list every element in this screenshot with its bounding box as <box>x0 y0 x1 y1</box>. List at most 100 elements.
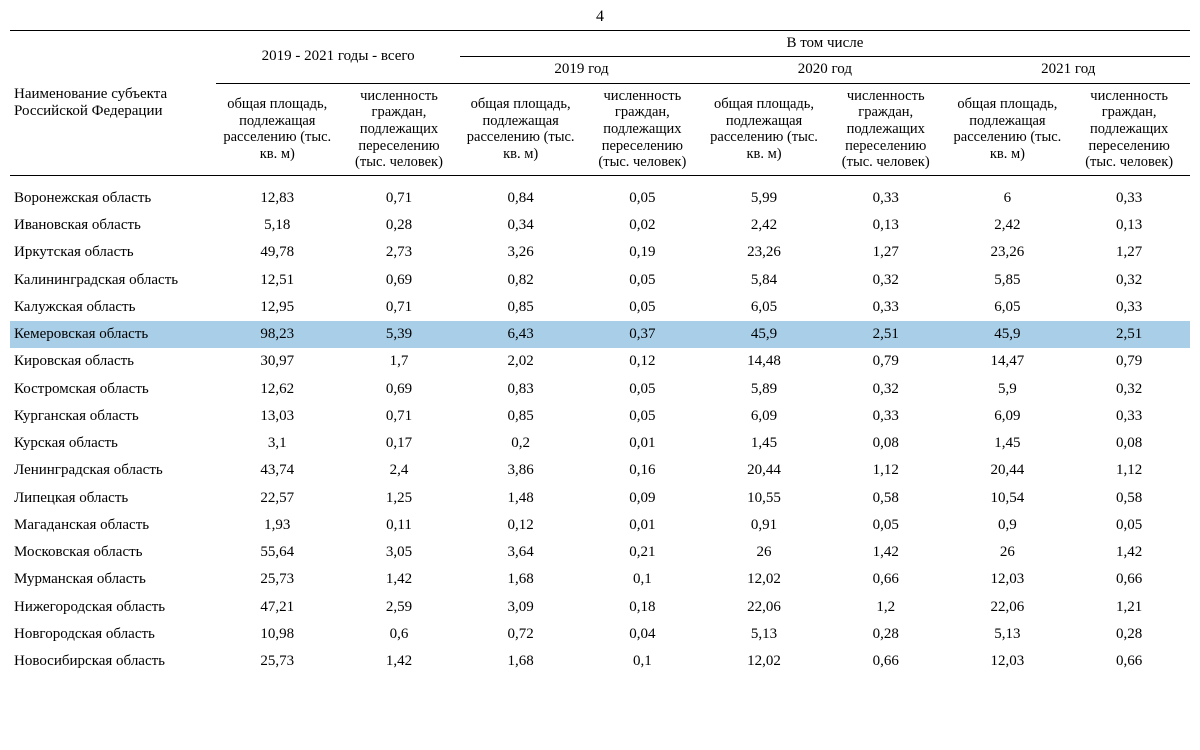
value-cell: 1,42 <box>338 566 460 593</box>
value-cell: 45,9 <box>947 321 1069 348</box>
value-cell: 2,51 <box>825 321 947 348</box>
region-name-cell: Липецкая область <box>10 485 216 512</box>
table-row: Московская область55,643,053,640,21261,4… <box>10 539 1190 566</box>
value-cell: 47,21 <box>216 594 338 621</box>
value-cell: 1,42 <box>1068 539 1190 566</box>
value-cell: 0,33 <box>825 294 947 321</box>
value-cell: 0,69 <box>338 267 460 294</box>
value-cell: 1,68 <box>460 648 582 675</box>
value-cell: 5,9 <box>947 376 1069 403</box>
value-cell: 14,48 <box>703 348 825 375</box>
value-cell: 0,11 <box>338 512 460 539</box>
value-cell: 26 <box>703 539 825 566</box>
value-cell: 49,78 <box>216 239 338 266</box>
table-row: Калининградская область12,510,690,820,05… <box>10 267 1190 294</box>
value-cell: 2,42 <box>947 212 1069 239</box>
value-cell: 0,79 <box>825 348 947 375</box>
value-cell: 0,1 <box>582 648 704 675</box>
value-cell: 1,68 <box>460 566 582 593</box>
table-row: Ивановская область5,180,280,340,022,420,… <box>10 212 1190 239</box>
table-row: Нижегородская область47,212,593,090,1822… <box>10 594 1190 621</box>
value-cell: 5,89 <box>703 376 825 403</box>
region-name-cell: Нижегородская область <box>10 594 216 621</box>
value-cell: 2,02 <box>460 348 582 375</box>
value-cell: 1,42 <box>338 648 460 675</box>
value-cell: 0,83 <box>460 376 582 403</box>
value-cell: 1,12 <box>825 457 947 484</box>
value-cell: 10,55 <box>703 485 825 512</box>
value-cell: 0,01 <box>582 512 704 539</box>
region-name-cell: Московская область <box>10 539 216 566</box>
value-cell: 12,62 <box>216 376 338 403</box>
value-cell: 0,12 <box>460 512 582 539</box>
value-cell: 0,33 <box>1068 294 1190 321</box>
value-cell: 2,4 <box>338 457 460 484</box>
value-cell: 0,72 <box>460 621 582 648</box>
value-cell: 0,05 <box>582 267 704 294</box>
value-cell: 6,43 <box>460 321 582 348</box>
value-cell: 1,12 <box>1068 457 1190 484</box>
value-cell: 2,73 <box>338 239 460 266</box>
table-row: Новосибирская область25,731,421,680,112,… <box>10 648 1190 675</box>
value-cell: 10,98 <box>216 621 338 648</box>
value-cell: 5,39 <box>338 321 460 348</box>
header-incl-group: В том числе <box>460 31 1190 57</box>
region-name-cell: Новосибирская область <box>10 648 216 675</box>
value-cell: 0,66 <box>1068 566 1190 593</box>
header-pop-total: численность граждан, подлежащих переселе… <box>338 83 460 175</box>
value-cell: 1,45 <box>947 430 1069 457</box>
value-cell: 3,86 <box>460 457 582 484</box>
table-row: Воронежская область12,830,710,840,055,99… <box>10 175 1190 212</box>
value-cell: 0,71 <box>338 403 460 430</box>
value-cell: 12,03 <box>947 566 1069 593</box>
value-cell: 22,57 <box>216 485 338 512</box>
value-cell: 1,21 <box>1068 594 1190 621</box>
table-row: Магаданская область1,930,110,120,010,910… <box>10 512 1190 539</box>
value-cell: 5,18 <box>216 212 338 239</box>
value-cell: 0,32 <box>825 376 947 403</box>
value-cell: 23,26 <box>703 239 825 266</box>
value-cell: 0,32 <box>1068 376 1190 403</box>
value-cell: 0,05 <box>825 512 947 539</box>
region-name-cell: Кировская область <box>10 348 216 375</box>
value-cell: 0,6 <box>338 621 460 648</box>
value-cell: 0,1 <box>582 566 704 593</box>
header-area-2019: общая площадь, подлежащая расселению (ты… <box>460 83 582 175</box>
header-pop-2019: численность граждан, подлежащих переселе… <box>582 83 704 175</box>
table-row: Кировская область30,971,72,020,1214,480,… <box>10 348 1190 375</box>
header-year-2021: 2021 год <box>947 57 1190 83</box>
value-cell: 0,13 <box>1068 212 1190 239</box>
value-cell: 0,04 <box>582 621 704 648</box>
value-cell: 0,66 <box>825 566 947 593</box>
region-name-cell: Калужская область <box>10 294 216 321</box>
value-cell: 0,66 <box>1068 648 1190 675</box>
value-cell: 25,73 <box>216 648 338 675</box>
value-cell: 0,28 <box>338 212 460 239</box>
value-cell: 6,09 <box>703 403 825 430</box>
value-cell: 2,51 <box>1068 321 1190 348</box>
table-row: Мурманская область25,731,421,680,112,020… <box>10 566 1190 593</box>
value-cell: 45,9 <box>703 321 825 348</box>
value-cell: 0,17 <box>338 430 460 457</box>
table-row: Курганская область13,030,710,850,056,090… <box>10 403 1190 430</box>
value-cell: 0,16 <box>582 457 704 484</box>
header-total-group: 2019 - 2021 годы - всего <box>216 31 459 84</box>
value-cell: 0,05 <box>582 376 704 403</box>
value-cell: 0,79 <box>1068 348 1190 375</box>
value-cell: 0,33 <box>1068 403 1190 430</box>
value-cell: 1,2 <box>825 594 947 621</box>
table-row: Кемеровская область98,235,396,430,3745,9… <box>10 321 1190 348</box>
value-cell: 0,08 <box>825 430 947 457</box>
region-name-cell: Курская область <box>10 430 216 457</box>
value-cell: 1,27 <box>825 239 947 266</box>
value-cell: 30,97 <box>216 348 338 375</box>
value-cell: 14,47 <box>947 348 1069 375</box>
value-cell: 26 <box>947 539 1069 566</box>
value-cell: 0,2 <box>460 430 582 457</box>
value-cell: 5,13 <box>947 621 1069 648</box>
value-cell: 3,05 <box>338 539 460 566</box>
table-row: Ленинградская область43,742,43,860,1620,… <box>10 457 1190 484</box>
value-cell: 43,74 <box>216 457 338 484</box>
value-cell: 0,9 <box>947 512 1069 539</box>
value-cell: 0,58 <box>1068 485 1190 512</box>
